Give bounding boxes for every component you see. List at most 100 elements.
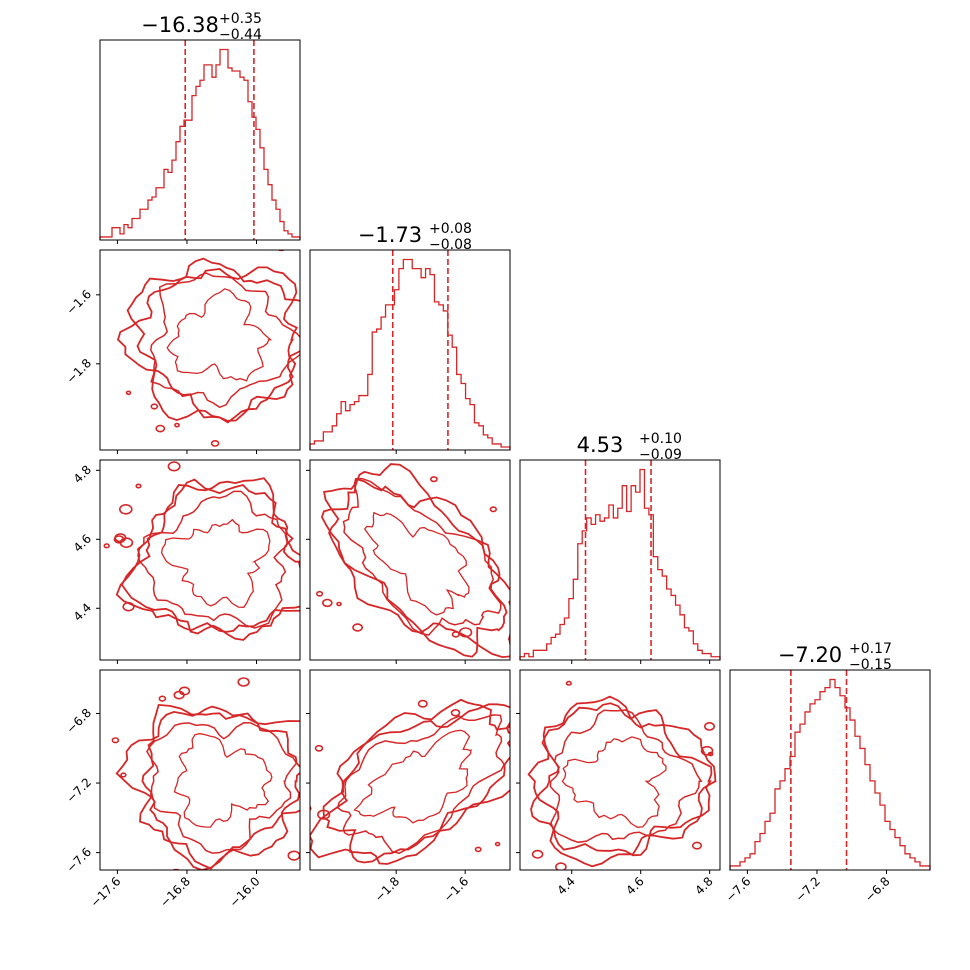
contour-2-1-island-4 <box>125 390 132 396</box>
contour-4-2-level-2 <box>336 714 505 854</box>
contour-3-1-level-1 <box>160 518 271 608</box>
contour-4-1-level-4 <box>115 705 300 870</box>
contour-4-3-island-7 <box>531 849 544 859</box>
contour-3-1-island-8 <box>119 537 134 549</box>
xtick-label-col1-1: −17.6 <box>88 874 124 910</box>
contour-4-3-island-2 <box>691 841 703 850</box>
contour-3-2-level-1 <box>363 511 470 616</box>
panel-frame-2-1 <box>99 249 301 451</box>
ytick-label-row3-3: 4.8 <box>71 463 94 486</box>
title-1-value: −16.38 <box>141 13 219 37</box>
title-2-plus: +0.08 <box>429 221 472 237</box>
contour-4-1-island-8 <box>178 686 191 696</box>
contour-4-3-level-4 <box>527 695 717 868</box>
ytick-label-row4-2: −7.2 <box>64 775 95 806</box>
contour-4-2-level-4 <box>310 698 510 864</box>
contour-3-1-island-9 <box>119 503 133 515</box>
title-3-plus: +0.10 <box>639 431 682 447</box>
xtick-label-col2-2: −1.6 <box>441 874 472 905</box>
contour-4-2-island-6 <box>317 809 331 820</box>
contour-4-1-island-7 <box>232 883 238 887</box>
ytick-label-row2-1: −1.8 <box>64 356 95 387</box>
panel-frame-3-2 <box>309 459 511 661</box>
contour-4-1-island-2 <box>237 677 250 687</box>
panel-frame-4-2 <box>309 669 511 871</box>
contour-4-1-island-1 <box>111 737 120 744</box>
contour-3-2-island-5 <box>316 590 324 597</box>
title-4-plus: +0.17 <box>849 641 892 657</box>
contour-4-3-island-4 <box>565 680 572 686</box>
xtick-label-col3-3: 4.8 <box>692 874 715 897</box>
contour-4-2-island-9 <box>494 841 501 847</box>
xtick-label-col2-1: −1.8 <box>372 874 403 905</box>
contour-2-1-level-3 <box>116 266 299 422</box>
diag-frame-1 <box>99 39 301 241</box>
contour-3-2-island-7 <box>451 631 460 638</box>
contour-4-1-island-5 <box>287 850 300 861</box>
panel-frame-4-3 <box>519 669 721 871</box>
contour-3-1-island-3 <box>309 559 320 567</box>
contour-2-1-island-1 <box>245 242 254 249</box>
contour-4-1-island-6 <box>120 772 127 778</box>
xtick-label-col4-2: −7.2 <box>793 874 824 905</box>
contour-4-3-island-1 <box>700 745 714 756</box>
contour-2-1-island-8 <box>150 403 159 410</box>
contour-4-2-island-8 <box>314 744 324 752</box>
ytick-label-row4-3: −6.8 <box>64 706 95 737</box>
contour-3-1-island-1 <box>167 461 181 472</box>
title-1-minus: −0.44 <box>219 27 262 43</box>
xtick-label-col3-2: 4.6 <box>623 874 646 897</box>
contour-4-1-level-2 <box>146 722 298 854</box>
contour-3-2-island-2 <box>458 627 473 638</box>
xtick-label-col4-3: −6.8 <box>862 874 893 905</box>
title-2-minus: −0.08 <box>429 237 472 253</box>
contour-3-1-level-2 <box>137 490 289 629</box>
contour-4-1-island-4 <box>158 695 167 702</box>
contour-4-2-level-1 <box>353 729 472 824</box>
diag-frame-4 <box>729 669 931 871</box>
histogram-3 <box>519 468 721 660</box>
contour-4-2-island-7 <box>450 708 461 717</box>
title-3-minus: −0.09 <box>639 447 682 463</box>
contour-4-2-level-3 <box>322 703 510 865</box>
xtick-label-col4-1: −7.6 <box>723 874 754 905</box>
contour-3-2-island-9 <box>336 601 342 607</box>
contour-3-1-island-6 <box>122 601 135 612</box>
panel-frame-4-1 <box>99 669 301 871</box>
contour-3-1-level-3 <box>120 478 300 633</box>
contour-4-3-island-9 <box>707 751 714 757</box>
contour-3-1-island-2 <box>103 543 110 549</box>
contour-4-2-island-3 <box>310 806 312 811</box>
title-1-plus: +0.35 <box>219 11 262 27</box>
contour-4-3-island-5 <box>703 722 715 731</box>
contour-panel-4-3 <box>511 680 717 870</box>
contour-3-2-island-1 <box>489 506 497 513</box>
contour-2-1-island-2 <box>210 439 220 447</box>
contour-panel-2-1 <box>116 242 300 447</box>
ytick-label-row3-2: 4.6 <box>71 532 94 555</box>
xtick-label-col1-3: −16.0 <box>227 874 263 910</box>
xtick-label-col3-1: 4.4 <box>554 874 577 897</box>
ytick-label-row4-1: −7.6 <box>64 845 95 876</box>
contour-3-2-level-3 <box>323 477 508 658</box>
title-4-value: −7.20 <box>778 643 842 667</box>
contour-panel-4-1 <box>111 677 300 887</box>
title-3-value: 4.53 <box>577 433 624 457</box>
title-2-value: −1.73 <box>358 223 422 247</box>
contour-3-2-island-3 <box>429 476 438 483</box>
contour-4-3-island-8 <box>511 816 515 819</box>
contour-2-1-island-6 <box>155 424 166 433</box>
contour-4-3-level-1 <box>561 736 667 828</box>
histogram-4 <box>729 678 931 870</box>
histogram-2 <box>309 258 511 450</box>
title-4-minus: −0.15 <box>849 657 892 673</box>
ytick-label-row2-2: −1.6 <box>64 287 95 318</box>
contour-3-2-level-4 <box>320 463 510 659</box>
contour-3-1-level-4 <box>115 477 300 641</box>
contour-panel-4-2 <box>310 698 510 865</box>
contour-2-1-island-9 <box>276 250 286 252</box>
contour-4-1-level-3 <box>139 703 300 870</box>
contour-4-3-island-6 <box>555 862 567 870</box>
contour-panel-3-1 <box>103 461 320 641</box>
